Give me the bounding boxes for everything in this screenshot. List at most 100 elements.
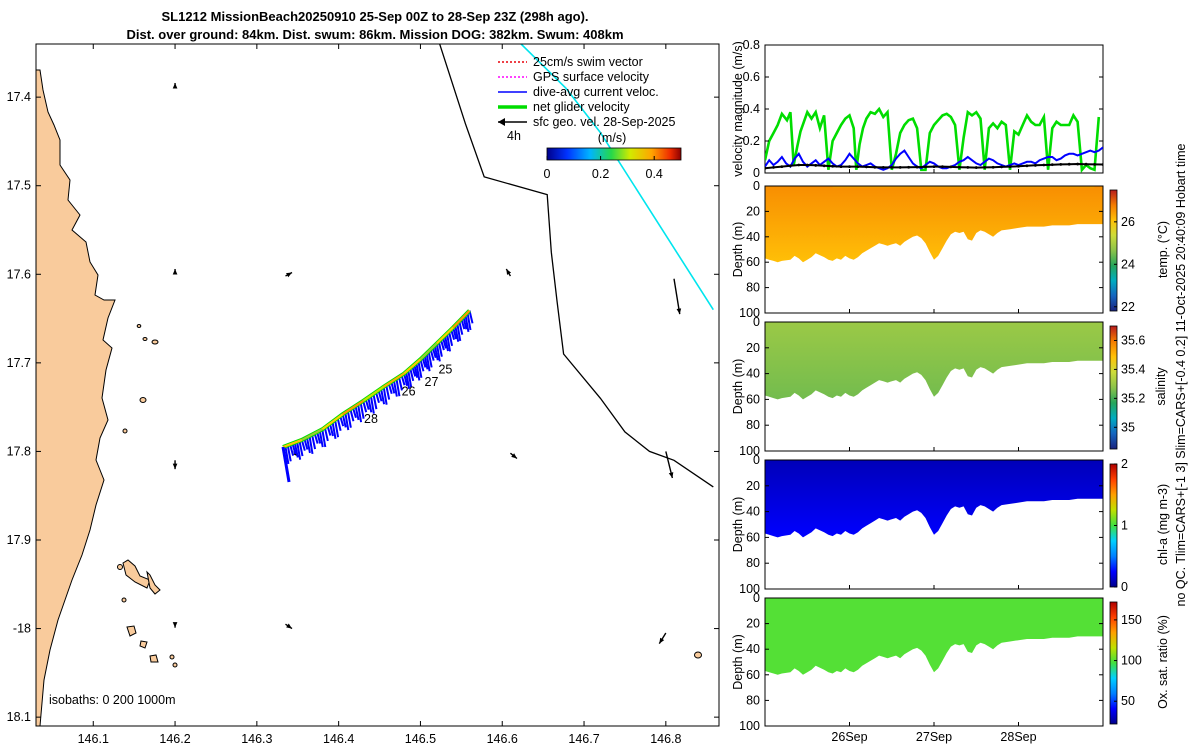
dive-current-vector [308,435,314,455]
dive-current-vector [417,360,423,379]
geo-velocity-point [814,163,818,167]
geo-velocity-point [839,165,843,169]
section-ytick-label: 20 [746,617,760,631]
dive-current-vector [446,333,452,352]
map-frame [35,43,720,727]
map-ytick-label: 17.7 [7,356,31,370]
geo-vector-head [659,637,665,644]
dive-current-vector [415,362,421,381]
right-side-note-text: no QC. Tlim=CARS+[-1 3] Slim=CARS+[-0.4 … [1174,143,1188,607]
legend-dive-label: dive-avg current veloc. [533,85,659,99]
time-tick-label: 26Sep [831,730,867,744]
map-ytick-label: 18.1 [7,710,31,724]
geo-velocity-point [1050,163,1054,167]
geo-vector [673,278,681,315]
section-colorbar-label: chl-a (mg m-3) [1156,484,1170,565]
geo-vector-head [676,308,682,315]
section-data-fill [765,598,1103,675]
day-label: 28 [364,412,378,426]
colorbar-tick-label: 0.4 [646,167,663,181]
section-ylabel: Depth (m) [731,359,745,415]
section-ytick-label: 100 [739,719,760,733]
geo-velocity-point [848,165,851,169]
day-label: 27 [425,375,439,389]
dive-current-vector [359,402,365,419]
title-line-2: Dist. over ground: 84km. Dist. swum: 86k… [126,27,624,42]
section-colorbar-tick-label: 24 [1121,257,1135,271]
section-ytick-label: 20 [746,341,760,355]
section-colorbar-tick-label: 26 [1121,215,1135,229]
track-segment [301,428,323,441]
dive-current-vector [427,351,433,368]
geo-velocity-point [805,163,809,167]
map-ytick-label: 17.5 [7,179,31,193]
dive-current-vector [425,353,431,372]
map-ytick-label: 17.4 [7,90,31,104]
track-segment [452,309,471,329]
time-tick-label: 28Sep [1000,730,1036,744]
dive-current-vector [354,405,360,421]
geo-velocity-point [932,165,936,169]
track-segment [342,400,364,416]
velocity-ytick-label: 0.8 [743,38,760,52]
section-colorbar-tick-label: 2 [1121,457,1128,471]
map-xtick-label: 146.2 [159,732,190,746]
geo-vector-head [172,463,178,470]
track-segment [362,385,385,402]
title-line-1: SL1212 MissionBeach20250910 25-Sep 00Z t… [161,9,589,24]
dive-current-vector [344,412,350,431]
section-colorbar-tick-label: 100 [1121,654,1142,668]
section-colorbar-tick-label: 0 [1121,580,1128,594]
section-colorbar-tick-label: 150 [1121,613,1142,627]
section-colorbar-label: salinity [1154,367,1168,406]
map-ytick-label: 17.9 [7,533,31,547]
section-colorbar-label: Ox. sat. ratio (%) [1156,615,1170,709]
geo-vector-head [286,623,293,629]
section-ytick-label: 60 [746,392,760,406]
dive-current-vector [405,371,411,389]
dive-current-vector [382,386,388,405]
geo-velocity-point [924,165,927,169]
geo-velocity-point [983,166,987,169]
geo-velocity-point [1076,162,1080,166]
dive-current-vector [372,393,378,410]
velocity-ytick-label: 0 [753,166,760,180]
section-ytick-label: 80 [746,281,760,295]
glider-track [281,309,474,483]
islands [117,324,702,668]
section-ylabel: Depth (m) [731,497,745,553]
surface-band [765,460,1103,463]
dive-current-vector [367,397,373,413]
velocity-series [765,106,1103,173]
section-ytick-label: 100 [739,444,760,458]
map-xtick-label: 146.1 [78,732,109,746]
dive-current-vector [323,427,329,442]
geo-velocity-point [856,165,860,169]
dive-current-vector [437,341,443,357]
dive-current-vector [448,331,454,347]
dive-current-vector [284,445,290,465]
geo-velocity-point [915,165,919,169]
geo-velocity-point [1034,163,1037,167]
geo-velocity-point [881,166,885,169]
section-data-fill [765,186,1103,263]
section-data-fill [765,322,1103,400]
colorbar-tick-label: 0.2 [592,167,609,181]
map-axes: 146.1 146.2 146.3 146.4 146.5 146.6 146.7 146.8… [7,44,719,746]
dive-current-vector [346,410,352,428]
dive-current-vector [311,434,317,450]
section-temperature: 0 20 40 60 80 100 Depth (m) 22 24 26 temp. (°C) [731,179,1170,320]
dive-current-vector [298,440,304,457]
geo-velocity-point [1017,164,1020,168]
geo-vector-head [172,82,178,89]
track-segment [383,372,405,388]
mainland-coast [36,69,116,726]
velocity-colorbar [546,147,682,161]
track-segment [403,358,422,375]
geo-velocity-point [1084,162,1088,166]
dive-current-vector [293,442,299,458]
dive-current-vector [433,345,439,361]
geo-velocity-point [991,165,995,169]
